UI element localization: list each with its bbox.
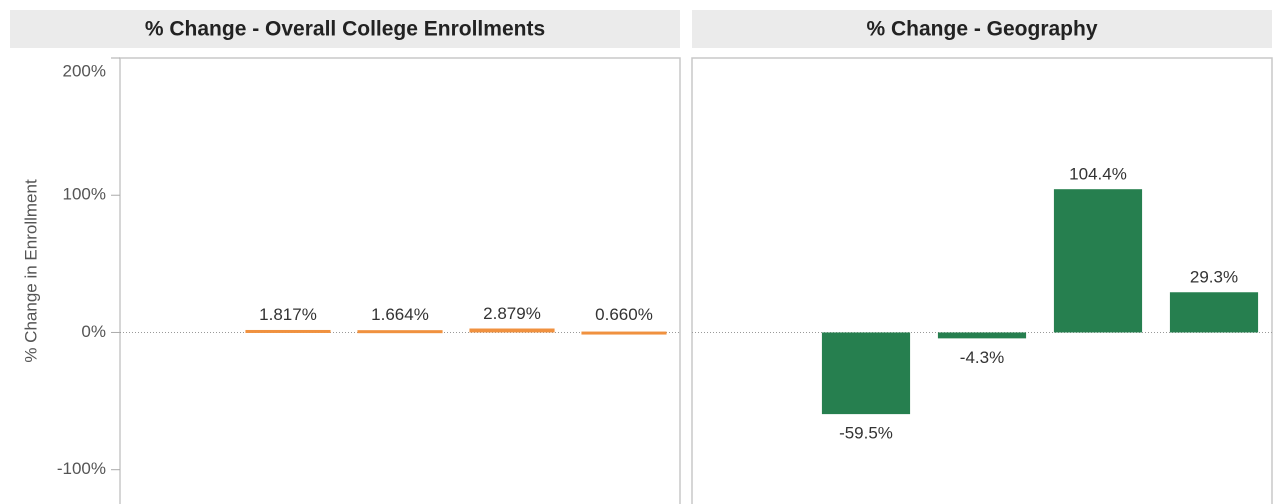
bar [581, 331, 667, 335]
plot-frame [691, 57, 1273, 504]
y-tick-label: -100% [57, 459, 106, 478]
bar [357, 330, 443, 334]
bar [1169, 292, 1259, 333]
value-label: 104.4% [1069, 165, 1127, 184]
value-label: 29.3% [1190, 268, 1238, 287]
chart-title: % Change - Overall College Enrollments [145, 18, 545, 41]
title-bar [10, 10, 680, 48]
y-tick-label: 200% [63, 61, 106, 80]
bar [937, 332, 1027, 339]
bar [245, 329, 331, 333]
chart-title: % Change - Geography [866, 18, 1097, 41]
plot-frame [119, 57, 681, 504]
bar [1053, 189, 1143, 333]
bar [821, 332, 911, 415]
bar [469, 328, 555, 333]
value-label: 2.879% [483, 304, 541, 323]
title-bar [692, 10, 1272, 48]
y-tick-label: 0% [81, 322, 106, 341]
y-tick-label: 100% [63, 185, 106, 204]
value-label: 1.664% [371, 305, 429, 324]
value-label: -59.5% [839, 424, 893, 443]
y-axis-title: % Change in Enrollment [21, 179, 40, 363]
value-label: 0.660% [595, 305, 653, 324]
value-label: -4.3% [960, 348, 1004, 367]
value-label: 1.817% [259, 305, 317, 324]
